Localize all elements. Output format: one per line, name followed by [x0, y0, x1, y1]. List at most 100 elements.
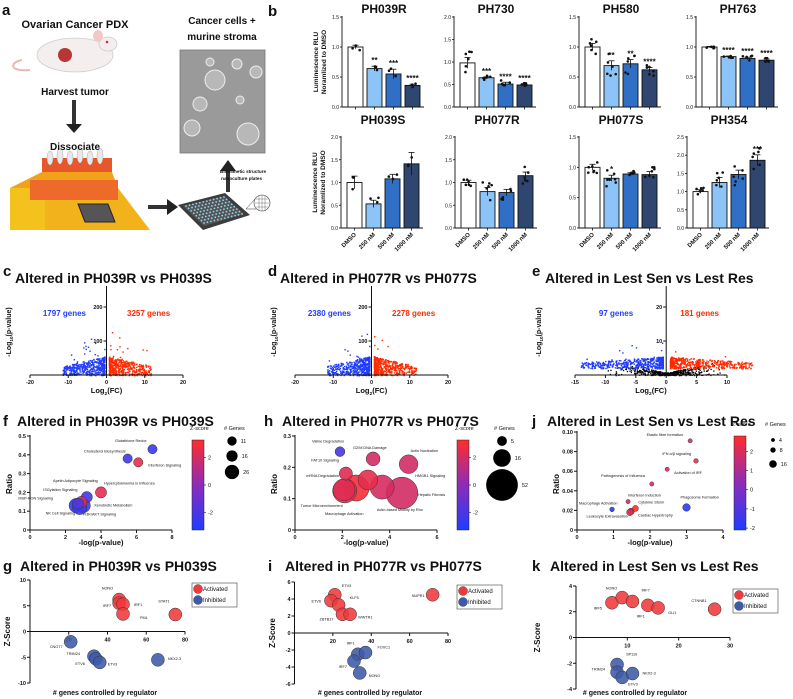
up-point [113, 370, 115, 372]
bar [385, 73, 402, 108]
up-point [113, 364, 116, 366]
up-point [398, 367, 400, 370]
up-point [679, 367, 681, 370]
ns-point [633, 369, 635, 371]
down-point [86, 363, 88, 366]
ns-point [713, 365, 716, 367]
data-point [614, 72, 618, 76]
up-point [745, 365, 747, 367]
up-point [149, 369, 152, 371]
dissociate-label: Dissociate [50, 142, 100, 153]
ns-point [674, 373, 676, 375]
up-point [684, 359, 686, 361]
up-point [393, 360, 395, 363]
down-point [98, 359, 100, 361]
regulator-label: GLI1 [668, 611, 676, 615]
data-point [648, 174, 651, 177]
y-tick-label: 4 [569, 584, 573, 590]
up-point [125, 365, 128, 367]
down-point [655, 365, 658, 368]
ns-point [607, 370, 609, 372]
down-point [88, 360, 90, 362]
well [203, 209, 205, 212]
up-point [733, 366, 736, 369]
pathway-bubble [332, 478, 356, 502]
down-point [623, 365, 626, 367]
well [205, 200, 208, 202]
up-point [127, 347, 129, 350]
down-point [632, 362, 635, 364]
down-point [365, 361, 367, 363]
y-tick-label: 2 [569, 610, 572, 616]
category-label: DMSO [341, 232, 358, 249]
well [230, 203, 233, 206]
up-point [141, 366, 143, 368]
up-point [677, 357, 680, 359]
data-point [358, 48, 362, 52]
inhibited-regulator-point [93, 655, 107, 670]
down-point [659, 367, 661, 369]
down-point [639, 361, 642, 364]
legend-label: Inhibited [744, 604, 767, 610]
down-point [76, 362, 79, 364]
ns-point [639, 369, 641, 372]
up-point [399, 369, 402, 371]
y-tick-label: 1.5 [569, 15, 576, 21]
y-tick-label: 1.5 [444, 38, 451, 44]
ns-point [699, 369, 701, 371]
up-point [675, 360, 678, 362]
down-point [600, 364, 603, 367]
colorbar-tick-label: 0 [473, 483, 476, 489]
ns-point [698, 372, 701, 374]
up-point [108, 364, 111, 366]
down-point [623, 359, 626, 362]
down-point [76, 366, 78, 368]
up-point [373, 366, 376, 369]
ns-point [659, 371, 662, 373]
up-point [402, 373, 404, 375]
down-point [367, 356, 369, 359]
colorbar-tick-label: 0 [208, 483, 211, 489]
up-point [128, 365, 130, 367]
up-point [733, 364, 736, 367]
inhibited-regulator-point [63, 635, 78, 649]
up-point [126, 368, 129, 371]
up-point [123, 368, 126, 371]
down-point [75, 367, 78, 369]
up-point [673, 364, 676, 367]
well [211, 213, 214, 216]
up-point [378, 368, 381, 370]
ns-point [657, 372, 659, 374]
up-point [110, 368, 112, 370]
down-point [616, 365, 618, 367]
down-point [104, 359, 106, 361]
y-axis-label: Noramlized to DMSO [320, 150, 327, 214]
x-tick-label: 40 [104, 638, 110, 644]
down-point [649, 363, 652, 365]
data-point [613, 177, 617, 181]
down-point [356, 359, 359, 362]
down-point [367, 373, 369, 376]
down-point [610, 364, 612, 367]
down-point [369, 345, 371, 348]
down-point [602, 361, 605, 364]
up-point [114, 363, 117, 365]
ns-point [640, 372, 642, 374]
regulator-label: CTNNB1 [691, 599, 706, 603]
down-point [655, 359, 657, 361]
ns-point [679, 369, 682, 372]
data-point [501, 196, 505, 199]
y-axis-label: Z-Score [3, 616, 12, 646]
category-label: 1000 nM [508, 232, 529, 253]
ns-point [689, 369, 691, 372]
y-tick-label: 200 [93, 305, 102, 311]
up-point [145, 371, 148, 374]
up-point [398, 373, 400, 376]
down-point [587, 366, 589, 368]
data-point [709, 45, 713, 49]
y-tick-label: 2.0 [444, 15, 451, 21]
ns-point [698, 373, 700, 376]
down-point [640, 367, 642, 369]
up-point [411, 367, 414, 369]
up-point [724, 361, 726, 364]
